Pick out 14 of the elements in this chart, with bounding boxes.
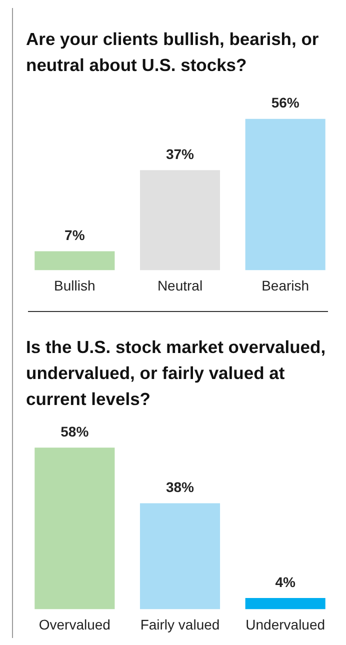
x-tick-label: Bullish bbox=[54, 277, 96, 294]
data-label: 58% bbox=[60, 423, 90, 440]
x-tick-label: Neutral bbox=[157, 277, 203, 294]
chart-title: Are your clients bullish, bearish, or neutral about U.S. stocks? bbox=[25, 28, 320, 77]
chart-title: Is the U.S. stock market overvalued, undervalued, or fairly valued at current levels? bbox=[25, 336, 327, 411]
data-label: 4% bbox=[275, 574, 296, 590]
x-tick-label: Undervalued bbox=[246, 616, 326, 632]
data-label: 37% bbox=[166, 146, 195, 162]
x-tick-label: Bearish bbox=[262, 277, 310, 294]
x-tick-label: Overvalued bbox=[38, 616, 110, 632]
x-tick-label: Fairly valued bbox=[140, 616, 220, 632]
data-label: 56% bbox=[271, 94, 300, 111]
data-label: 7% bbox=[64, 227, 86, 244]
data-label: 38% bbox=[166, 479, 195, 496]
